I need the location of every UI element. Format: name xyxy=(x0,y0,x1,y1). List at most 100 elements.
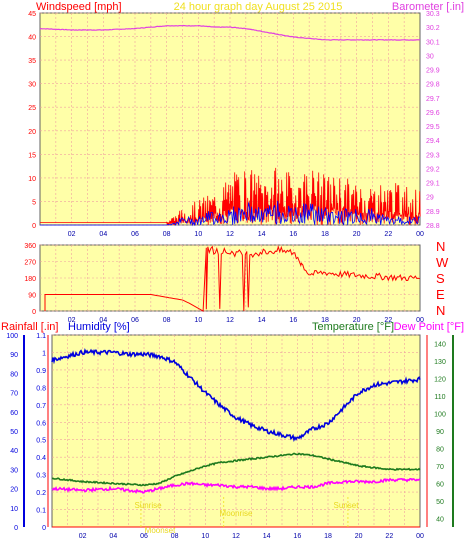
x-tick-label: 18 xyxy=(321,317,329,324)
x-tick-label: 04 xyxy=(99,231,107,238)
x-tick-label: 22 xyxy=(384,231,392,238)
barometer-tick-label: 29.1 xyxy=(426,181,440,188)
dir-letter-e: E xyxy=(436,287,445,302)
x-tick-label: 00 xyxy=(416,231,424,238)
x-tick-label: 02 xyxy=(68,317,76,324)
windgust-series-line xyxy=(40,200,420,227)
x-tick-label: 14 xyxy=(263,533,271,540)
rainfall-tick-label: 0.4 xyxy=(36,455,46,462)
dir-letter-s: S xyxy=(436,271,445,286)
windspeed-tick-label: 30 xyxy=(28,82,36,89)
windspeed-tick-label: 45 xyxy=(28,11,36,18)
dir-letter-n-bottom: N xyxy=(436,303,445,318)
x-tick-label: 16 xyxy=(289,317,297,324)
humidity-tick-label: 60 xyxy=(10,410,18,417)
temperature-tick-label: 60 xyxy=(436,481,444,488)
temperature-tick-label: 40 xyxy=(436,516,444,523)
humidity-tick-label: 80 xyxy=(10,371,18,378)
data-marks xyxy=(40,24,421,528)
moonrise-annotation: Moonrise xyxy=(220,509,253,518)
humidity-tick-label: 90 xyxy=(10,352,18,359)
dewpoint-axis-title: Dew Point [°F] xyxy=(394,321,464,333)
rainfall-tick-label: 0.1 xyxy=(36,508,46,515)
humidity-tick-label: 30 xyxy=(10,467,18,474)
direction-tick-label: 270 xyxy=(24,260,36,267)
x-tick-label: 16 xyxy=(293,533,301,540)
x-tick-label: 20 xyxy=(353,317,361,324)
humidity-tick-label: 70 xyxy=(10,391,18,398)
x-tick-label: 02 xyxy=(68,231,76,238)
wind-direction-series-line xyxy=(44,245,420,312)
direction-tick-label: 180 xyxy=(24,276,36,283)
rainfall-tick-label: 0.9 xyxy=(36,368,46,375)
dir-letter-n-top: N xyxy=(436,239,445,254)
x-tick-label: 06 xyxy=(131,317,139,324)
direction-tick-label: 90 xyxy=(28,293,36,300)
x-tick-label: 08 xyxy=(163,317,171,324)
barometer-tick-label: 29.4 xyxy=(426,138,440,145)
windspeed-tick-label: 5 xyxy=(32,199,36,206)
rainfall-tick-label: 0.2 xyxy=(36,490,46,497)
x-tick-label: 10 xyxy=(201,533,209,540)
barometer-tick-label: 28.9 xyxy=(426,209,440,216)
moonset-annotation: Moonset xyxy=(145,526,176,535)
dewpoint-series-line xyxy=(51,477,421,494)
temperature-series-line xyxy=(51,452,421,487)
rainfall-tick-label: 0 xyxy=(42,525,46,532)
rainfall-tick-label: 0.6 xyxy=(36,420,46,427)
x-tick-label: 04 xyxy=(109,533,117,540)
rainfall-tick-label: 0.7 xyxy=(36,403,46,410)
x-tick-label: 08 xyxy=(171,533,179,540)
humidity-tick-label: 100 xyxy=(6,333,18,340)
barometer-tick-label: 29.8 xyxy=(426,82,440,89)
x-tick-label: 04 xyxy=(99,317,107,324)
barometer-axis-title: Barometer [.in] xyxy=(392,1,464,13)
windspeed-tick-label: 10 xyxy=(28,176,36,183)
windspeed-tick-label: 35 xyxy=(28,58,36,65)
rainfall-tick-label: 1 xyxy=(42,350,46,357)
x-tick-label: 22 xyxy=(384,317,392,324)
barometer-tick-label: 29.6 xyxy=(426,110,440,117)
x-tick-label: 12 xyxy=(232,533,240,540)
windspeed-tick-label: 25 xyxy=(28,105,36,112)
barometer-tick-label: 28.8 xyxy=(426,223,440,230)
temperature-tick-label: 130 xyxy=(434,359,446,366)
barometer-tick-label: 30.2 xyxy=(426,25,440,32)
humidity-tick-label: 0 xyxy=(14,525,18,532)
barometer-tick-label: 29.2 xyxy=(426,166,440,173)
windspeed-tick-label: 0 xyxy=(32,223,36,230)
x-tick-label: 20 xyxy=(353,231,361,238)
rainfall-tick-label: 0.3 xyxy=(36,473,46,480)
barometer-tick-label: 29 xyxy=(426,195,434,202)
x-tick-label: 14 xyxy=(258,231,266,238)
x-tick-label: 00 xyxy=(416,317,424,324)
barometer-series-line xyxy=(40,24,421,41)
direction-tick-label: 360 xyxy=(24,243,36,250)
x-tick-label: 18 xyxy=(324,533,332,540)
temperature-tick-label: 120 xyxy=(434,377,446,384)
humidity-tick-label: 40 xyxy=(10,448,18,455)
x-tick-label: 12 xyxy=(226,231,234,238)
sunrise-annotation: Sunrise xyxy=(134,501,162,510)
barometer-tick-label: 29.5 xyxy=(426,124,440,131)
windspeed-tick-label: 40 xyxy=(28,35,36,42)
humidity-tick-label: 10 xyxy=(10,506,18,513)
x-tick-label: 18 xyxy=(321,231,329,238)
x-tick-label: 02 xyxy=(79,533,87,540)
rainfall-tick-label: 1.1 xyxy=(36,333,46,340)
rainfall-tick-label: 0.5 xyxy=(36,438,46,445)
x-tick-label: 12 xyxy=(226,317,234,324)
temperature-tick-label: 80 xyxy=(436,446,444,453)
humidity-tick-label: 20 xyxy=(10,487,18,494)
x-tick-label: 16 xyxy=(289,231,297,238)
sunset-annotation: Sunset xyxy=(334,501,360,510)
barometer-tick-label: 30.1 xyxy=(426,39,440,46)
temperature-tick-label: 70 xyxy=(436,464,444,471)
x-tick-label: 10 xyxy=(194,231,202,238)
temperature-tick-label: 140 xyxy=(434,342,446,349)
x-tick-label: 08 xyxy=(163,231,171,238)
rainfall-tick-label: 0.8 xyxy=(36,385,46,392)
temperature-axis-title: Temperature [°F] xyxy=(312,321,394,333)
x-tick-label: 06 xyxy=(140,533,148,540)
